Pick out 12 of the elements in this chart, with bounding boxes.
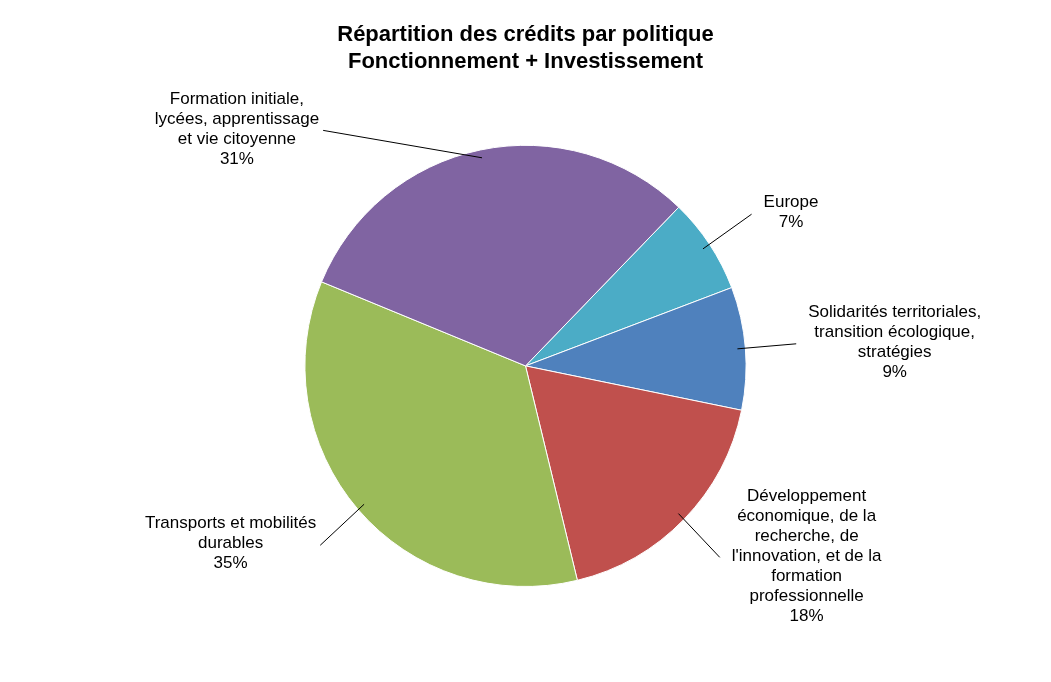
slice-label: Formation initiale, lycées, apprentissage et vie citoyenne [154, 88, 320, 148]
chart-subtitle: Fonctionnement + Investissement [347, 47, 704, 73]
data-label: 35% [213, 553, 248, 573]
slice-label: Transports et mobilités durables [144, 513, 317, 553]
data-label: 18% [789, 605, 824, 625]
slice-label: Solidarités territoriales, transition écologique, stratégies [808, 301, 982, 361]
data-label: 31% [219, 148, 254, 168]
slice-label: Europe [763, 192, 819, 212]
data-label: 7% [778, 212, 804, 232]
slice-label: Développement économique, de la recherche, de l'innovation, et de la formation professionnelle [731, 485, 883, 605]
data-label: 9% [882, 361, 907, 381]
chart-title: Répartition des crédits par politique [337, 21, 714, 47]
